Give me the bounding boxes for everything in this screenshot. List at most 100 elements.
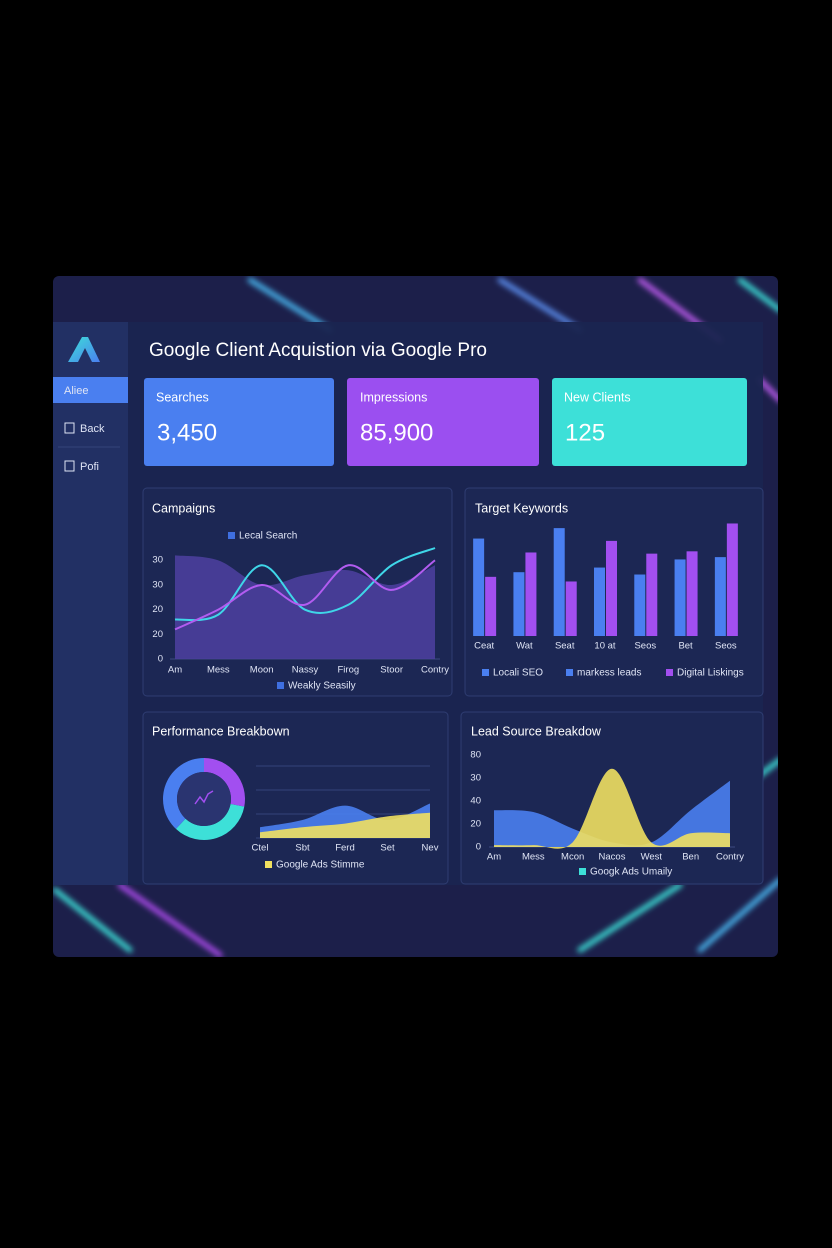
x-tick-label: Am — [168, 665, 182, 676]
legend-label: Lecal Search — [239, 531, 297, 542]
kpi-value: 125 — [565, 419, 605, 446]
nav-active[interactable] — [53, 377, 128, 403]
x-tick-label: Ferd — [335, 843, 355, 854]
area — [494, 780, 730, 847]
bar — [634, 574, 646, 636]
x-tick-label: Am — [487, 852, 501, 863]
kpi-value: 85,900 — [360, 419, 433, 446]
bar — [674, 559, 686, 636]
donut-segment — [204, 758, 245, 807]
nav-item[interactable]: Aliee — [64, 385, 88, 397]
chart-title: Lead Source Breakdow — [471, 724, 602, 738]
bar — [553, 528, 565, 636]
y-tick-label: 30 — [470, 773, 481, 784]
x-tick-label: Seos — [715, 641, 737, 652]
y-tick-label: 0 — [476, 842, 481, 853]
legend-label: Weakly Seasily — [288, 681, 356, 692]
x-tick-label: Stoor — [380, 665, 403, 676]
area — [494, 768, 730, 849]
y-tick-label: 30 — [152, 555, 163, 566]
legend-label: Google Ads Stimme — [276, 860, 365, 871]
x-tick-label: Sbt — [295, 843, 310, 854]
y-tick-label: 30 — [152, 579, 163, 590]
x-tick-label: Mess — [207, 665, 230, 676]
area — [175, 555, 435, 659]
x-tick-label: Mess — [522, 852, 545, 863]
nav-item[interactable]: Back — [80, 423, 105, 435]
y-tick-label: 20 — [152, 629, 163, 640]
x-tick-label: Seos — [634, 641, 656, 652]
charts: Campaigns 30 30 20 20 0 Am Mess Moon Nassy Firog St… — [152, 501, 744, 877]
chart-title: Performance Breakbown — [152, 724, 290, 738]
x-tick-label: Seat — [555, 641, 575, 652]
x-tick-label: Moon — [250, 665, 274, 676]
donut-segment — [163, 758, 204, 829]
legend-swatch — [277, 682, 284, 689]
kpi-value: 3,450 — [157, 419, 217, 446]
bar — [565, 581, 577, 636]
bar — [726, 523, 738, 636]
line — [174, 559, 436, 631]
kpi-card — [347, 378, 539, 466]
nav-item[interactable]: Pofi — [80, 461, 99, 473]
bar — [485, 576, 497, 636]
donut-segment — [175, 804, 245, 840]
nav-icon — [64, 460, 75, 472]
x-tick-label: Ceat — [474, 641, 494, 652]
x-tick-label: Nassy — [292, 665, 319, 676]
legend-swatch — [566, 669, 573, 676]
bar — [594, 567, 605, 636]
legend-swatch — [265, 861, 272, 868]
bar — [646, 553, 658, 636]
bar — [714, 557, 726, 636]
x-tick-label: Nacos — [599, 852, 626, 863]
area — [260, 812, 430, 838]
bar — [513, 572, 525, 636]
bar — [606, 540, 617, 636]
x-tick-label: Bet — [678, 641, 693, 652]
x-tick-label: Mcon — [561, 852, 584, 863]
legend-label: Digital Liskings — [677, 668, 744, 679]
line — [174, 547, 436, 622]
x-tick-label: Nev — [422, 843, 439, 854]
y-tick-label: 80 — [470, 750, 481, 761]
kpi-label: Impressions — [360, 390, 427, 404]
x-tick-label: West — [641, 852, 663, 863]
page-title: Google Client Acquistion via Google Pro — [149, 340, 487, 361]
kpi-card — [144, 378, 334, 466]
chart-title: Target Keywords — [475, 501, 568, 515]
chart-title: Campaigns — [152, 501, 215, 515]
bar — [686, 551, 698, 636]
legend-swatch — [482, 669, 489, 676]
legend-label: Locali SEO — [493, 668, 543, 679]
y-tick-label: 40 — [470, 796, 481, 807]
y-tick-label: 0 — [158, 654, 163, 665]
bar — [525, 552, 537, 636]
sidebar — [53, 322, 128, 885]
kpi-label: Searches — [156, 390, 209, 404]
donut-icon — [194, 790, 214, 805]
x-tick-label: Set — [380, 843, 395, 854]
kpi-card — [552, 378, 747, 466]
y-tick-label: 20 — [470, 819, 481, 830]
nav-icon — [64, 422, 75, 434]
donut-hole — [177, 772, 231, 826]
x-tick-label: 10 at — [594, 641, 615, 652]
bar — [473, 538, 485, 636]
y-tick-label: 20 — [152, 604, 163, 615]
legend-label: Googk Ads Umaily — [590, 867, 672, 878]
legend-label: markess leads — [577, 668, 641, 679]
chart-panel — [142, 711, 449, 885]
x-tick-label: Ben — [682, 852, 699, 863]
x-tick-label: Contry — [421, 665, 449, 676]
x-tick-label: Firog — [338, 665, 360, 676]
legend-swatch — [579, 868, 586, 875]
legend-swatch — [228, 532, 235, 539]
kpi-label: New Clients — [564, 390, 631, 404]
x-tick-label: Wat — [516, 641, 533, 652]
legend-swatch — [666, 669, 673, 676]
x-tick-label: Contry — [716, 852, 744, 863]
logo — [68, 337, 100, 362]
x-tick-label: Ctel — [252, 843, 269, 854]
